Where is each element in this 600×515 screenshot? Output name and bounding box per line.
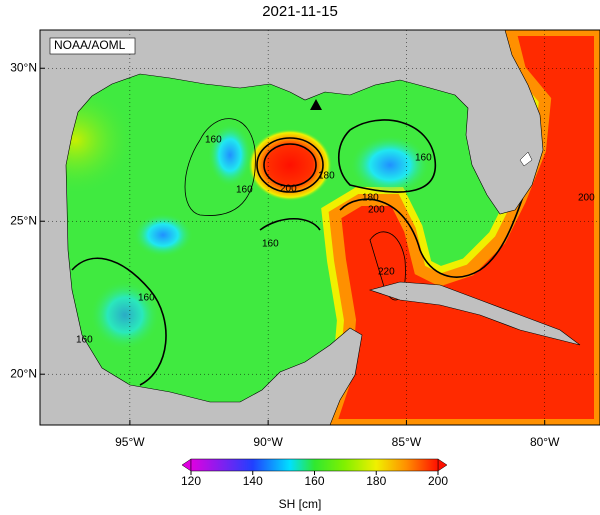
contour-label: 200 bbox=[578, 193, 595, 204]
contour-label: 160 bbox=[205, 135, 222, 146]
plot-frame bbox=[39, 29, 600, 426]
lat-label: 25°N bbox=[10, 213, 37, 227]
contour-label: 160 bbox=[76, 335, 93, 346]
map-area: 160 160 200 180 180 200 160 160 220 160 … bbox=[40, 30, 600, 425]
colorbar-tick-label: 120 bbox=[181, 474, 201, 488]
colorbar-tick-label: 140 bbox=[243, 474, 263, 488]
lon-label: 90°W bbox=[253, 435, 283, 449]
grid bbox=[40, 30, 600, 425]
contour-label: 160 bbox=[138, 293, 155, 304]
colorbar-extend bbox=[437, 458, 448, 472]
colorbar-label: SH [cm] bbox=[279, 497, 322, 511]
contour-label: 160 bbox=[236, 185, 253, 196]
marker bbox=[310, 99, 322, 110]
cold-eddy bbox=[133, 213, 193, 257]
credit-box bbox=[49, 37, 136, 55]
lon-label: 80°W bbox=[530, 435, 560, 449]
colorbar-tick-label: 180 bbox=[366, 474, 386, 488]
lon-label: 95°W bbox=[115, 435, 145, 449]
title: 2021-11-15 bbox=[262, 3, 338, 20]
colorbar bbox=[190, 458, 439, 472]
credit: NOAA/AOML bbox=[54, 38, 126, 52]
contours bbox=[71, 118, 541, 386]
contour-label: 200 bbox=[368, 205, 385, 216]
cold-eddy bbox=[350, 135, 430, 195]
contour-label: 220 bbox=[378, 267, 395, 278]
colorbar-extend bbox=[181, 458, 192, 472]
lat-label: 20°N bbox=[10, 366, 37, 380]
cuba bbox=[368, 281, 581, 346]
warm-eddy bbox=[248, 129, 332, 201]
contour-label: 180 bbox=[362, 193, 379, 204]
lake bbox=[519, 151, 533, 167]
lat-label: 30°N bbox=[10, 60, 37, 74]
cold-eddy bbox=[208, 123, 252, 187]
colorbar-tick-label: 200 bbox=[428, 474, 448, 488]
colorbar-tick-label: 160 bbox=[304, 474, 324, 488]
lon-label: 85°W bbox=[392, 435, 422, 449]
contour-labels: 160 160 200 180 180 200 160 160 220 160 … bbox=[76, 135, 595, 346]
contour-label: 160 bbox=[415, 153, 432, 164]
contour-label: 200 bbox=[280, 184, 297, 195]
contour-label: 160 bbox=[262, 239, 279, 250]
land bbox=[40, 30, 544, 425]
cold-eddy bbox=[90, 280, 160, 350]
contour-label: 180 bbox=[318, 171, 335, 182]
